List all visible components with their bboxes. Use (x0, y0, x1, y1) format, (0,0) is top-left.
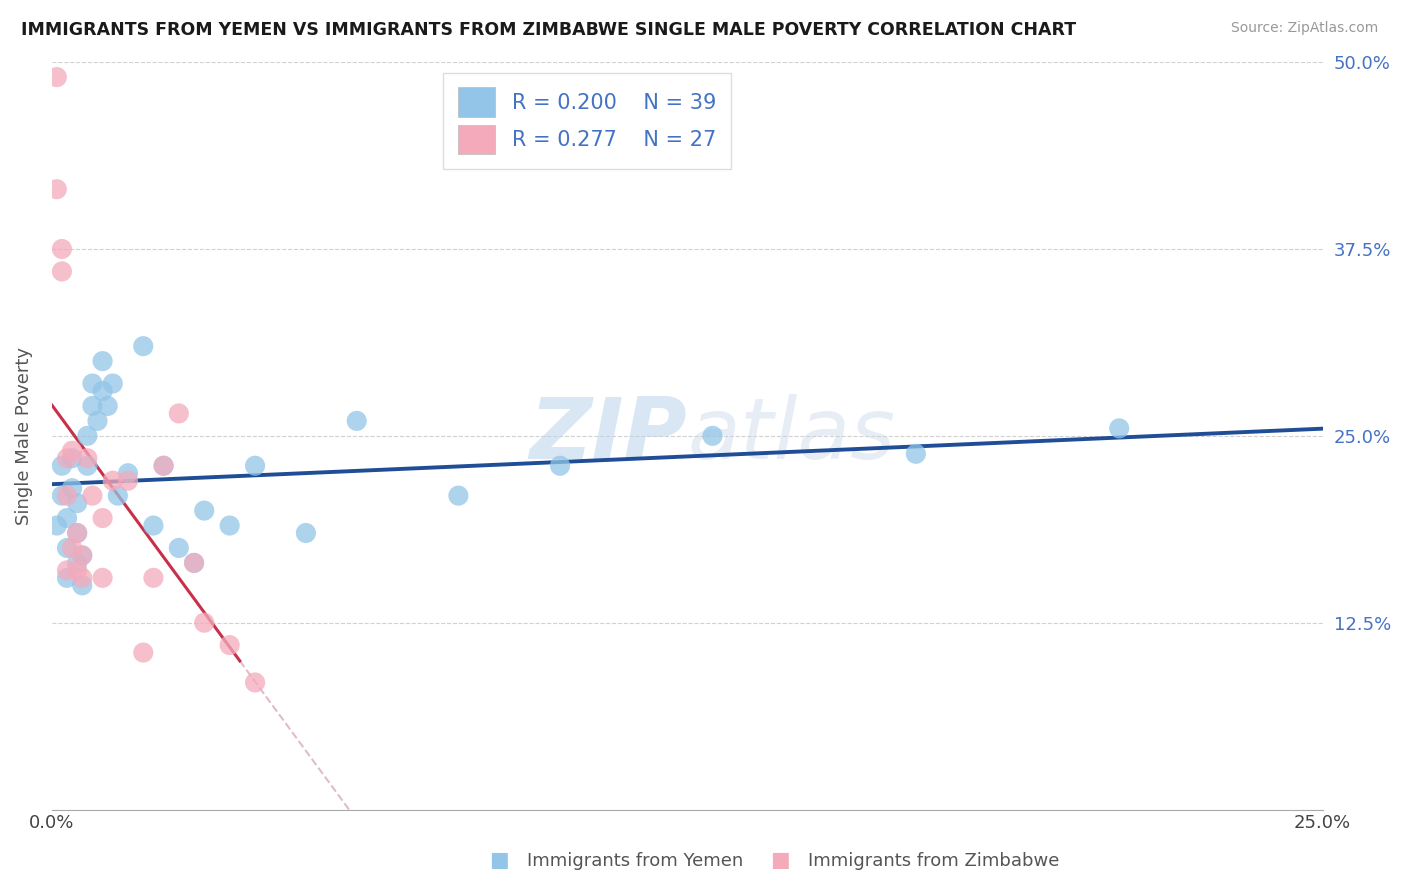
Point (45, 182, 67, 196)
Point (91, 571, 114, 585)
Point (117, 474, 139, 488)
Text: ■: ■ (489, 850, 509, 870)
Point (66, 526, 89, 541)
Point (56, 511, 79, 525)
Point (60, 481, 83, 495)
Point (167, 406, 190, 420)
Text: atlas: atlas (688, 394, 896, 477)
Text: IMMIGRANTS FROM YEMEN VS IMMIGRANTS FROM ZIMBABWE SINGLE MALE POVERTY CORRELATIO: IMMIGRANTS FROM YEMEN VS IMMIGRANTS FROM… (21, 21, 1076, 38)
Point (702, 429, 724, 443)
Text: Source: ZipAtlas.com: Source: ZipAtlas.com (1230, 21, 1378, 35)
Point (101, 474, 124, 488)
Point (447, 489, 470, 503)
Point (60, 541, 83, 555)
Point (193, 503, 215, 517)
Point (218, 638, 240, 652)
Point (45, 70, 67, 84)
Point (76, 451, 98, 466)
Legend: R = 0.200    N = 39, R = 0.277    N = 27: R = 0.200 N = 39, R = 0.277 N = 27 (443, 72, 731, 169)
Point (91, 511, 114, 525)
Y-axis label: Single Male Poverty: Single Male Poverty (15, 347, 32, 524)
Point (45, 518, 67, 533)
Point (56, 451, 79, 466)
Point (86, 414, 108, 428)
Point (142, 518, 165, 533)
Text: Immigrants from Yemen: Immigrants from Yemen (527, 852, 744, 870)
Point (70, 578, 93, 592)
Text: Immigrants from Zimbabwe: Immigrants from Zimbabwe (808, 852, 1060, 870)
Point (295, 526, 318, 541)
Point (193, 615, 215, 630)
Point (66, 496, 89, 510)
Text: ■: ■ (770, 850, 790, 870)
Point (117, 467, 139, 481)
Point (82, 399, 104, 413)
Point (51, 264, 73, 278)
Point (243, 675, 266, 690)
Point (548, 458, 571, 473)
Point (142, 571, 165, 585)
Point (56, 541, 79, 555)
Point (243, 458, 266, 473)
Point (91, 354, 114, 368)
Point (82, 376, 104, 391)
Point (56, 489, 79, 503)
Point (70, 549, 93, 563)
Point (97, 399, 120, 413)
Point (56, 563, 79, 577)
Point (346, 414, 368, 428)
Point (101, 376, 124, 391)
Point (60, 451, 83, 466)
Point (91, 384, 114, 398)
Point (51, 489, 73, 503)
Point (183, 556, 205, 570)
Point (132, 646, 155, 660)
Point (1108, 421, 1130, 435)
Point (66, 563, 89, 577)
Point (904, 447, 927, 461)
Point (51, 242, 73, 256)
Point (51, 458, 73, 473)
Point (70, 549, 93, 563)
Point (70, 571, 93, 585)
Text: ZIP: ZIP (530, 394, 688, 477)
Point (60, 443, 83, 458)
Point (167, 541, 190, 555)
Point (76, 429, 98, 443)
Point (76, 458, 98, 473)
Point (218, 518, 240, 533)
Point (107, 489, 129, 503)
Point (66, 556, 89, 570)
Point (152, 458, 174, 473)
Point (183, 556, 205, 570)
Point (152, 458, 174, 473)
Point (132, 339, 155, 353)
Point (56, 571, 79, 585)
Point (82, 489, 104, 503)
Point (66, 526, 89, 541)
